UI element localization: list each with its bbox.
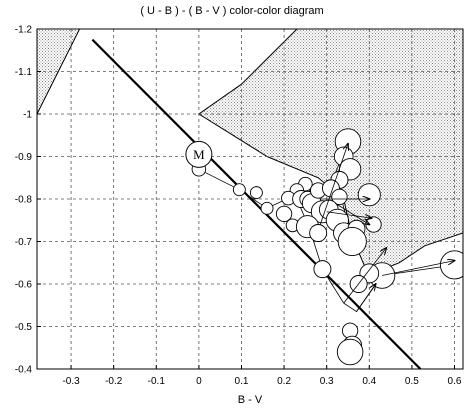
data-point-36 [439, 250, 463, 280]
x-tick-label-9: 0.6 [448, 376, 462, 387]
y-tick-label-8: -0.4 [15, 365, 33, 376]
y-tick-label-3: -0.9 [15, 152, 33, 163]
reference-line [91, 38, 422, 369]
arrow-6 [343, 248, 387, 304]
y-axis-ticks: -1.2 -1.1 -1 -0.9 -0.8 -0.7 -0.6 -0.5 -0.4 [15, 25, 41, 376]
x-axis-label: B - V [238, 394, 263, 406]
data-point-35 [336, 338, 364, 366]
y-tick-label-6: -0.6 [15, 280, 33, 291]
y-tick-label-1: -1.1 [15, 67, 33, 78]
arrow-2 [326, 211, 372, 218]
data-point-23 [309, 224, 328, 242]
points-group [191, 128, 463, 366]
x-tick-label-2: -0.1 [148, 376, 166, 387]
marker-group: M [185, 140, 213, 168]
data-point-27 [365, 216, 382, 233]
arrow-4 [381, 261, 454, 276]
arrow-0 [319, 144, 348, 225]
data-point-18 [331, 188, 348, 206]
y-tick-label-4: -0.8 [15, 195, 33, 206]
y-tick-label-5: -0.7 [15, 237, 33, 248]
data-point-6 [249, 186, 263, 200]
data-point-7 [260, 201, 274, 215]
x-tick-label-6: 0.3 [320, 376, 334, 387]
marker-label: M [193, 147, 205, 162]
data-point-28 [337, 226, 367, 257]
arrow-5 [356, 284, 376, 312]
data-point-29 [313, 260, 332, 279]
y-tick-label-7: -0.5 [15, 322, 33, 333]
y-tick-label-0: -1.2 [15, 25, 33, 36]
x-tick-label-4: 0.1 [235, 376, 249, 387]
x-tick-label-8: 0.5 [405, 376, 419, 387]
arrow-3 [334, 202, 369, 224]
y-tick-label-2: -1 [23, 110, 32, 121]
arrows-group [319, 144, 454, 312]
x-tick-label-0: -0.3 [62, 376, 80, 387]
x-tick-label-7: 0.4 [362, 376, 376, 387]
reference-line-group [91, 38, 422, 369]
data-point-26 [357, 183, 381, 207]
x-axis-ticks: -0.3 -0.2 -0.1 0 0.1 0.2 0.3 0.4 0.5 0.6 [62, 365, 462, 387]
marker-circle [185, 140, 213, 168]
data-point-8 [275, 205, 293, 223]
data-point-5 [232, 183, 246, 197]
x-tick-label-1: -0.2 [105, 376, 123, 387]
excluded-region-left [37, 29, 81, 115]
x-tick-label-5: 0.2 [277, 376, 291, 387]
x-tick-label-3: 0 [196, 376, 202, 387]
grid-lines [37, 28, 463, 370]
chart-title: ( U - B ) - ( B - V ) color-color diagra… [140, 5, 323, 17]
